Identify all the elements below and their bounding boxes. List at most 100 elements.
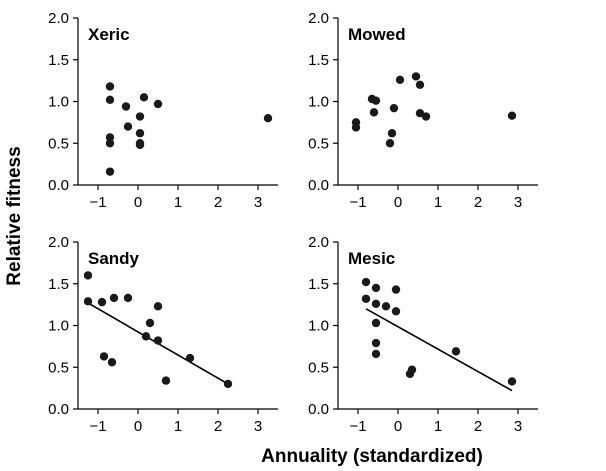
data-point [387,129,397,138]
data-point [371,349,381,359]
panel-mowed: 0.0 0.5 1.0 1.5 2.0 −1 0 1 2 3 Mowed [308,10,538,211]
x-tick-label: 2 [214,418,222,435]
data-point [421,112,431,121]
x-tick-label: 3 [514,418,522,435]
data-point [371,283,381,293]
data-point [389,103,399,113]
y-tick-label: 0.0 [48,401,69,418]
x-tick-label: 2 [474,194,482,211]
data-point [391,307,401,316]
x-tick-label: 2 [474,418,482,435]
regression-line [365,308,513,392]
data-point [161,376,171,385]
x-tick-label: −1 [89,194,106,211]
panel-title: Sandy [88,249,140,268]
y-tick-label: 1.5 [308,276,329,293]
data-point [263,114,273,123]
y-tick-label: 0.5 [48,359,69,376]
data-point [109,293,119,303]
data-point [135,112,145,121]
data-point [415,80,425,90]
y-tick-label: 1.0 [48,94,69,111]
x-tick-label: 0 [134,418,142,435]
y-tick-label: 1.5 [48,52,69,69]
data-point [105,133,115,142]
data-point [185,353,195,363]
y-tick-label: 2.0 [308,234,329,251]
x-tick-label: −1 [89,418,106,435]
data-point [121,102,131,111]
data-point [105,139,115,148]
data-point [123,122,133,131]
data-point [391,285,401,294]
y-tick-label: 0.0 [308,177,329,194]
y-tick-label: 0.5 [308,359,329,376]
x-tick-label: 0 [134,194,142,211]
data-point [351,123,361,132]
y-tick-label: 1.0 [48,318,69,335]
data-point [141,332,151,341]
panel-title: Mowed [348,25,406,44]
data-point [369,108,379,117]
x-tick-label: −1 [349,418,366,435]
x-tick-label: −1 [349,194,366,211]
x-tick-label: 2 [214,194,222,211]
data-point [107,358,117,367]
data-point [361,294,371,303]
data-point [507,111,517,120]
data-point [99,352,109,361]
panel-title: Mesic [348,249,395,268]
data-point [105,167,115,176]
y-tick-label: 0.0 [308,401,329,418]
data-point [371,338,381,348]
y-tick-label: 0.0 [48,177,69,194]
data-point [135,129,145,138]
y-tick-label: 2.0 [308,10,329,27]
panel-mesic: 0.0 0.5 1.0 1.5 2.0 −1 0 1 2 3 Mesic [308,234,538,435]
y-tick-label: 0.5 [48,135,69,152]
x-tick-label: 3 [514,194,522,211]
y-tick-label: 0.5 [308,135,329,152]
data-point [139,93,149,102]
y-tick-label: 2.0 [48,234,69,251]
x-tick-label: 1 [434,418,442,435]
data-point [145,318,155,328]
data-point [507,377,517,386]
data-point [385,139,395,148]
data-point [83,297,93,306]
y-tick-label: 1.0 [308,318,329,335]
panel-sandy: 0.0 0.5 1.0 1.5 2.0 −1 0 1 2 3 Sandy [48,234,278,435]
data-point [361,277,371,287]
x-tick-label: 3 [254,194,262,211]
x-tick-label: 1 [434,194,442,211]
x-tick-label: 1 [174,194,182,211]
data-point [381,302,391,311]
data-point [371,299,381,308]
data-point [395,75,405,84]
data-point [411,72,421,81]
data-point [371,96,381,105]
y-axis-title: Relative fitness [4,146,25,285]
data-point [371,318,381,328]
data-point [83,271,93,280]
x-tick-label: 0 [394,194,402,211]
data-point [105,95,115,105]
panel-xeric: 0.0 0.5 1.0 1.5 2.0 −1 0 1 2 3 Xeric [48,10,278,211]
x-tick-label: 0 [394,418,402,435]
data-point [223,379,233,389]
data-point [97,297,107,307]
y-tick-label: 1.0 [308,94,329,111]
y-tick-label: 2.0 [48,10,69,27]
data-point [105,82,115,91]
x-tick-label: 1 [174,418,182,435]
data-point [451,347,461,356]
data-point [153,99,163,109]
data-point [153,302,163,311]
data-point [123,293,133,303]
y-tick-label: 1.5 [308,52,329,69]
x-tick-label: 3 [254,418,262,435]
data-point [135,140,145,150]
y-tick-label: 1.5 [48,276,69,293]
data-point [407,365,417,374]
